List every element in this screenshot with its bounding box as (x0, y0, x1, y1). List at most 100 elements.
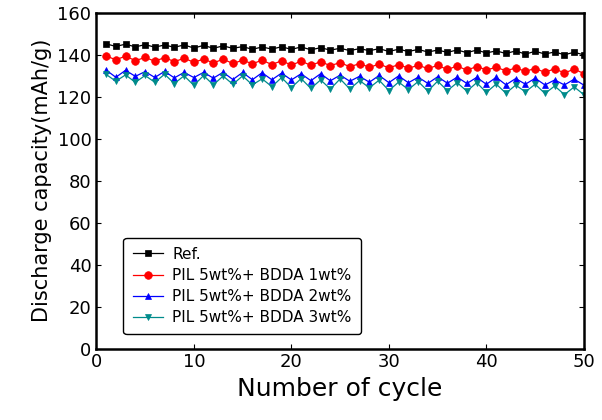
Ref. (356, 46, 363, 51)
Ref. (249, 47, 256, 52)
Ref. (385, 49, 393, 54)
PIL 5wt%+ BDDA 2wt% (297, 71, 305, 76)
PIL 5wt%+ BDDA 2wt% (434, 74, 441, 79)
X-axis label: Number of cycle: Number of cycle (237, 377, 443, 401)
Line: PIL 5wt%+ BDDA 3wt%: PIL 5wt%+ BDDA 3wt% (102, 71, 588, 98)
PIL 5wt%+ BDDA 3wt% (424, 89, 432, 94)
PIL 5wt%+ BDDA 3wt% (239, 74, 246, 79)
Ref. (258, 45, 265, 50)
PIL 5wt%+ BDDA 3wt% (512, 83, 520, 88)
PIL 5wt%+ BDDA 1wt% (112, 57, 119, 62)
PIL 5wt%+ BDDA 1wt% (307, 63, 314, 68)
PIL 5wt%+ BDDA 3wt% (366, 85, 373, 90)
PIL 5wt%+ BDDA 2wt% (522, 81, 529, 87)
Ref. (288, 47, 295, 52)
Ref. (532, 49, 539, 54)
PIL 5wt%+ BDDA 2wt% (181, 70, 188, 75)
Ref. (561, 52, 568, 57)
Ref. (239, 44, 246, 49)
Ref. (268, 47, 276, 52)
PIL 5wt%+ BDDA 1wt% (415, 63, 422, 68)
PIL 5wt%+ BDDA 2wt% (249, 77, 256, 82)
Ref. (190, 45, 197, 50)
PIL 5wt%+ BDDA 3wt% (580, 92, 588, 97)
PIL 5wt%+ BDDA 2wt% (356, 74, 363, 79)
PIL 5wt%+ BDDA 1wt% (102, 53, 110, 58)
PIL 5wt%+ BDDA 3wt% (278, 75, 285, 80)
Ref. (502, 51, 509, 56)
Ref. (551, 50, 558, 55)
Ref. (297, 45, 305, 50)
Legend: Ref., PIL 5wt%+ BDDA 1wt%, PIL 5wt%+ BDDA 2wt%, PIL 5wt%+ BDDA 3wt%: Ref., PIL 5wt%+ BDDA 1wt%, PIL 5wt%+ BDD… (123, 238, 361, 334)
PIL 5wt%+ BDDA 1wt% (502, 68, 509, 73)
PIL 5wt%+ BDDA 2wt% (464, 81, 471, 86)
Y-axis label: Discharge capacity(mAh/g): Discharge capacity(mAh/g) (32, 39, 52, 322)
Ref. (209, 46, 217, 51)
PIL 5wt%+ BDDA 1wt% (209, 60, 217, 66)
PIL 5wt%+ BDDA 1wt% (161, 55, 168, 60)
PIL 5wt%+ BDDA 1wt% (229, 61, 237, 66)
Ref. (522, 52, 529, 57)
Ref. (317, 45, 324, 50)
Ref. (415, 47, 422, 52)
Ref. (571, 50, 578, 55)
Ref. (346, 48, 353, 53)
PIL 5wt%+ BDDA 3wt% (473, 80, 480, 85)
PIL 5wt%+ BDDA 1wt% (473, 64, 480, 69)
PIL 5wt%+ BDDA 2wt% (190, 75, 197, 80)
PIL 5wt%+ BDDA 2wt% (366, 80, 373, 85)
PIL 5wt%+ BDDA 2wt% (473, 75, 480, 80)
PIL 5wt%+ BDDA 2wt% (395, 74, 402, 79)
PIL 5wt%+ BDDA 2wt% (483, 82, 490, 87)
PIL 5wt%+ BDDA 1wt% (239, 58, 246, 63)
PIL 5wt%+ BDDA 2wt% (132, 74, 139, 79)
PIL 5wt%+ BDDA 1wt% (434, 63, 441, 68)
PIL 5wt%+ BDDA 2wt% (512, 76, 520, 81)
Line: PIL 5wt%+ BDDA 1wt%: PIL 5wt%+ BDDA 1wt% (102, 52, 588, 77)
PIL 5wt%+ BDDA 2wt% (444, 81, 451, 86)
PIL 5wt%+ BDDA 3wt% (522, 89, 529, 94)
PIL 5wt%+ BDDA 2wt% (229, 77, 237, 82)
PIL 5wt%+ BDDA 2wt% (161, 69, 168, 74)
PIL 5wt%+ BDDA 3wt% (132, 80, 139, 85)
PIL 5wt%+ BDDA 2wt% (571, 77, 578, 82)
PIL 5wt%+ BDDA 1wt% (190, 60, 197, 65)
PIL 5wt%+ BDDA 1wt% (483, 67, 490, 72)
PIL 5wt%+ BDDA 3wt% (502, 91, 509, 96)
PIL 5wt%+ BDDA 3wt% (571, 84, 578, 89)
PIL 5wt%+ BDDA 1wt% (122, 54, 129, 59)
Ref. (453, 47, 461, 52)
Ref. (307, 47, 314, 52)
PIL 5wt%+ BDDA 3wt% (434, 79, 441, 84)
PIL 5wt%+ BDDA 2wt% (337, 73, 344, 78)
PIL 5wt%+ BDDA 1wt% (132, 58, 139, 63)
PIL 5wt%+ BDDA 3wt% (102, 72, 110, 77)
Ref. (151, 45, 158, 50)
Ref. (444, 50, 451, 55)
PIL 5wt%+ BDDA 2wt% (376, 73, 383, 78)
PIL 5wt%+ BDDA 1wt% (258, 58, 265, 63)
Ref. (376, 46, 383, 51)
PIL 5wt%+ BDDA 1wt% (317, 59, 324, 64)
PIL 5wt%+ BDDA 3wt% (297, 76, 305, 81)
Ref. (229, 46, 237, 51)
PIL 5wt%+ BDDA 1wt% (141, 55, 149, 60)
Ref. (434, 47, 441, 52)
PIL 5wt%+ BDDA 2wt% (317, 71, 324, 76)
PIL 5wt%+ BDDA 2wt% (327, 78, 334, 83)
Ref. (278, 44, 285, 49)
PIL 5wt%+ BDDA 2wt% (288, 77, 295, 82)
PIL 5wt%+ BDDA 2wt% (532, 76, 539, 81)
PIL 5wt%+ BDDA 3wt% (541, 91, 548, 96)
PIL 5wt%+ BDDA 3wt% (190, 83, 197, 88)
Ref. (464, 50, 471, 55)
PIL 5wt%+ BDDA 3wt% (561, 92, 568, 97)
PIL 5wt%+ BDDA 1wt% (288, 63, 295, 68)
PIL 5wt%+ BDDA 1wt% (327, 63, 334, 68)
Line: Ref.: Ref. (103, 41, 587, 58)
PIL 5wt%+ BDDA 1wt% (249, 61, 256, 66)
PIL 5wt%+ BDDA 1wt% (346, 64, 353, 69)
PIL 5wt%+ BDDA 1wt% (395, 62, 402, 67)
Ref. (337, 46, 344, 51)
PIL 5wt%+ BDDA 2wt% (580, 83, 588, 88)
